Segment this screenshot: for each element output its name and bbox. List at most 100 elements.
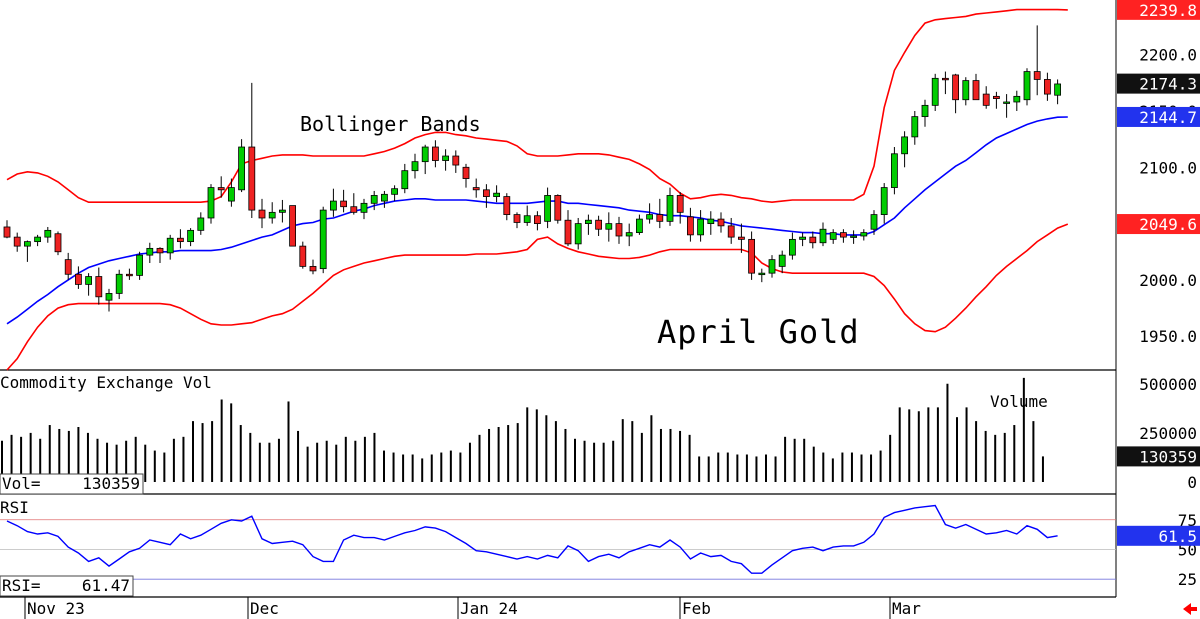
candle bbox=[166, 234, 174, 260]
value-flags: 2239.8 2174.3 2144.7 2049.6 130359 61.5 bbox=[1117, 0, 1200, 546]
candle-body bbox=[982, 93, 990, 106]
candle bbox=[391, 185, 399, 202]
candle-body bbox=[105, 293, 113, 301]
price-flag-box bbox=[1117, 214, 1200, 235]
candle-body bbox=[1013, 95, 1021, 103]
candle-body bbox=[472, 187, 480, 191]
candlesticks bbox=[3, 25, 1061, 312]
candle bbox=[687, 207, 694, 242]
chart-title: April Gold bbox=[657, 313, 860, 351]
candle-body bbox=[850, 235, 857, 238]
candle bbox=[880, 183, 888, 224]
candle-body bbox=[217, 187, 225, 191]
price-flag-label: 2239.8 bbox=[1139, 1, 1197, 20]
scroll-left-arrow-icon[interactable] bbox=[1183, 603, 1197, 615]
candle-body bbox=[921, 104, 929, 118]
candle bbox=[564, 210, 572, 247]
candle-body bbox=[646, 214, 653, 220]
candle bbox=[227, 178, 235, 207]
candle bbox=[34, 234, 41, 247]
candle bbox=[136, 251, 144, 280]
candle-body bbox=[350, 206, 358, 213]
bollinger-annotation: Bollinger Bands bbox=[300, 112, 481, 136]
candle-body bbox=[166, 237, 174, 254]
y-tick-label: 0 bbox=[1187, 473, 1197, 492]
candle bbox=[187, 228, 195, 247]
candle-body bbox=[136, 254, 144, 276]
candle-body bbox=[278, 209, 286, 213]
candle-body bbox=[870, 214, 878, 230]
candle-body bbox=[636, 218, 643, 234]
candle bbox=[431, 140, 439, 168]
volume-flag-label: 130359 bbox=[1139, 447, 1197, 466]
candle bbox=[789, 232, 796, 260]
candle-body bbox=[248, 146, 256, 211]
candle-body bbox=[666, 195, 674, 222]
candle bbox=[75, 266, 82, 289]
candle-body bbox=[95, 276, 103, 298]
candle-body bbox=[126, 273, 133, 277]
x-tick-label: Nov 23 bbox=[27, 599, 85, 618]
candle bbox=[911, 110, 919, 145]
candle-body bbox=[85, 276, 92, 285]
candle-body bbox=[64, 259, 72, 275]
candle bbox=[829, 229, 837, 244]
candle bbox=[176, 229, 184, 249]
y-axis-ticks: 2200.02150.02100.02050.02000.01950.05000… bbox=[1139, 46, 1197, 589]
candle-body bbox=[156, 247, 164, 254]
rsi-series-line bbox=[6, 504, 1058, 574]
candle bbox=[64, 252, 72, 280]
band-middle bbox=[6, 116, 1068, 325]
candle bbox=[554, 194, 562, 224]
candle-body bbox=[268, 211, 276, 219]
candle-body bbox=[207, 187, 215, 219]
candle bbox=[421, 144, 429, 175]
candle-body bbox=[840, 232, 847, 238]
candle-body bbox=[1044, 79, 1051, 95]
rsi-flag-box bbox=[1117, 525, 1200, 546]
candle bbox=[493, 185, 501, 203]
candle bbox=[809, 231, 817, 249]
candle bbox=[278, 199, 286, 223]
volume-flag-box bbox=[1117, 446, 1200, 467]
rsi-readout-box bbox=[0, 575, 134, 597]
candle-body bbox=[452, 155, 460, 166]
candle-body bbox=[829, 232, 837, 240]
candle-body bbox=[13, 236, 21, 247]
candle bbox=[942, 71, 949, 95]
x-tick-label: Mar bbox=[892, 599, 921, 618]
candle-body bbox=[431, 146, 439, 161]
candle bbox=[615, 216, 623, 244]
candle bbox=[115, 269, 123, 300]
candle bbox=[544, 187, 551, 229]
candle-body bbox=[534, 215, 541, 224]
x-tick-label: Dec bbox=[250, 599, 279, 618]
candle-body bbox=[564, 219, 572, 245]
candle bbox=[625, 223, 633, 247]
candle bbox=[146, 242, 154, 264]
candle-body bbox=[329, 200, 337, 211]
candle bbox=[799, 232, 806, 247]
candle bbox=[380, 190, 388, 208]
candle bbox=[126, 268, 133, 280]
candle-body bbox=[789, 238, 796, 256]
candle bbox=[44, 226, 52, 243]
candle-body bbox=[411, 161, 419, 172]
rsi-readout-value: 61.47 bbox=[82, 576, 130, 595]
candle bbox=[758, 268, 766, 283]
candle-body bbox=[911, 116, 919, 138]
candle-body bbox=[901, 136, 908, 155]
candle bbox=[503, 193, 511, 221]
candle bbox=[95, 267, 103, 305]
candle-body bbox=[758, 272, 766, 276]
candle-body bbox=[738, 236, 745, 240]
candle bbox=[707, 211, 715, 235]
candle-body bbox=[687, 216, 694, 236]
price-flag-label: 2049.6 bbox=[1139, 215, 1197, 234]
candle-body bbox=[952, 74, 959, 101]
rsi-flag-label: 61.5 bbox=[1158, 527, 1197, 546]
candle-body bbox=[513, 214, 521, 223]
candle bbox=[258, 198, 266, 229]
candle-body bbox=[1023, 71, 1031, 101]
